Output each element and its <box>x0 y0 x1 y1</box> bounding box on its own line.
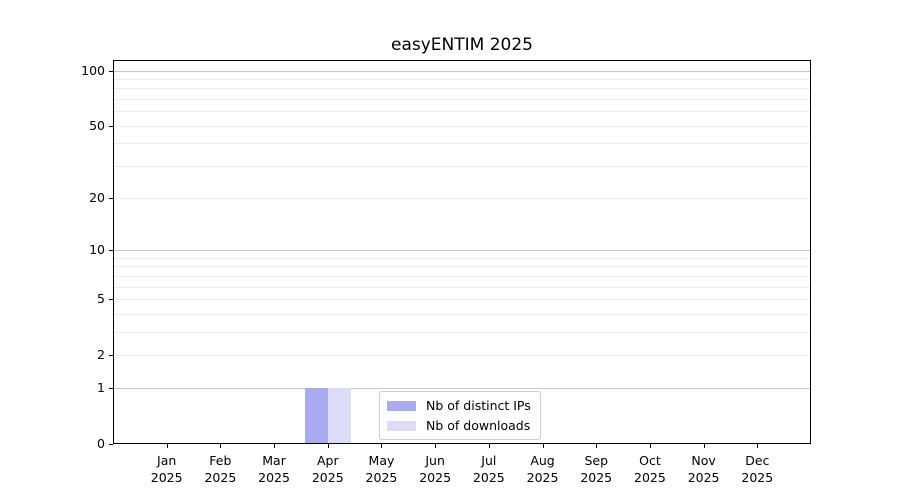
x-tick-year: 2025 <box>472 469 505 485</box>
x-tick-month: Jul <box>481 453 497 468</box>
legend-label-downloads: Nb of downloads <box>426 418 531 433</box>
x-tick-month: Aug <box>530 453 555 468</box>
bar-nb-of-distinct-ips <box>304 387 328 443</box>
x-tick-year: 2025 <box>687 469 720 485</box>
gridline-minor <box>114 143 810 145</box>
legend-swatch-distinct-ips-icon <box>387 400 416 411</box>
gridline-minor <box>114 166 810 168</box>
gridline-major <box>114 249 810 251</box>
gridline-minor <box>114 275 810 277</box>
x-tick-mark <box>703 444 705 448</box>
gridline-minor <box>114 286 810 288</box>
x-tick-month: Dec <box>745 453 770 468</box>
y-tick-mark <box>109 197 113 199</box>
gridline-major <box>114 387 810 389</box>
gridline-minor <box>114 355 810 357</box>
gridline-minor <box>114 88 810 90</box>
legend: Nb of distinct IPs Nb of downloads <box>379 391 541 440</box>
x-tick-label: Feb 2025 <box>193 453 247 486</box>
x-tick-mark <box>596 444 598 448</box>
y-tick-label: 20 <box>89 189 105 205</box>
x-tick-mark <box>327 444 329 448</box>
x-tick-year: 2025 <box>419 469 452 485</box>
x-tick-label: Oct 2025 <box>623 453 677 486</box>
gridline-minor <box>114 313 810 315</box>
x-tick-year: 2025 <box>258 469 290 485</box>
x-tick-label: Apr 2025 <box>301 453 355 486</box>
gridline-minor <box>114 257 810 259</box>
x-tick-mark <box>649 444 651 448</box>
x-tick-label: Dec 2025 <box>730 453 784 486</box>
x-tick-month: Apr <box>316 453 339 468</box>
y-tick-label: 2 <box>97 347 105 363</box>
legend-item-distinct-ips: Nb of distinct IPs <box>387 397 531 414</box>
gridline-minor <box>114 99 810 101</box>
chart-title: easyENTIM 2025 <box>391 35 533 55</box>
x-tick-label: Mar 2025 <box>247 453 301 486</box>
gridline-minor <box>114 266 810 268</box>
y-tick-mark <box>109 444 113 445</box>
x-tick-month: Mar <box>262 453 286 468</box>
x-tick-month: Sep <box>584 453 608 468</box>
x-tick-year: 2025 <box>741 469 774 485</box>
x-tick-month: Jan <box>157 453 177 468</box>
x-tick-month: Oct <box>639 453 661 468</box>
x-tick-month: Jun <box>425 453 445 468</box>
gridline-minor <box>114 125 810 127</box>
y-tick-mark <box>109 70 113 72</box>
gridline-minor <box>114 298 810 300</box>
y-tick-label: 10 <box>89 241 105 257</box>
y-tick-label: 50 <box>89 117 105 133</box>
x-tick-year: 2025 <box>204 469 237 485</box>
plot-area <box>113 60 811 444</box>
y-tick-mark <box>109 249 113 251</box>
x-tick-label: Sep 2025 <box>569 453 623 486</box>
x-tick-mark <box>542 444 544 448</box>
gridline-minor <box>114 197 810 199</box>
x-tick-label: Jul 2025 <box>462 453 516 486</box>
gridline-minor <box>114 331 810 333</box>
x-tick-year: 2025 <box>311 469 344 485</box>
gridline-minor <box>114 78 810 80</box>
y-tick-label: 100 <box>81 62 105 78</box>
gridline-major <box>114 70 810 72</box>
bar-nb-of-downloads <box>327 387 351 443</box>
legend-item-downloads: Nb of downloads <box>387 417 531 434</box>
legend-swatch-downloads-icon <box>387 420 416 431</box>
x-tick-year: 2025 <box>634 469 666 485</box>
x-tick-month: Feb <box>209 453 232 468</box>
y-tick-label: 1 <box>97 379 105 395</box>
x-tick-mark <box>166 444 168 448</box>
gridline-minor <box>114 111 810 113</box>
x-tick-label: Nov 2025 <box>677 453 731 486</box>
x-tick-mark <box>488 444 490 448</box>
x-tick-year: 2025 <box>580 469 613 485</box>
y-tick-mark <box>109 125 113 127</box>
x-tick-mark <box>435 444 437 448</box>
x-tick-label: May 2025 <box>354 453 408 486</box>
x-tick-year: 2025 <box>526 469 559 485</box>
x-tick-mark <box>220 444 222 448</box>
x-tick-label: Aug 2025 <box>516 453 570 486</box>
x-tick-mark <box>757 444 759 448</box>
y-tick-mark <box>109 355 113 357</box>
x-tick-month: Nov <box>691 453 716 468</box>
x-tick-label: Jan 2025 <box>140 453 194 486</box>
x-tick-year: 2025 <box>365 469 398 485</box>
x-tick-month: May <box>368 453 395 468</box>
legend-label-distinct-ips: Nb of distinct IPs <box>426 398 531 413</box>
x-tick-mark <box>274 444 276 448</box>
x-tick-label: Jun 2025 <box>408 453 462 486</box>
x-tick-year: 2025 <box>150 469 183 485</box>
x-tick-mark <box>381 444 383 448</box>
y-tick-label: 0 <box>97 436 105 451</box>
y-tick-label: 5 <box>97 290 105 306</box>
y-tick-mark <box>109 298 113 300</box>
y-tick-mark <box>109 387 113 389</box>
